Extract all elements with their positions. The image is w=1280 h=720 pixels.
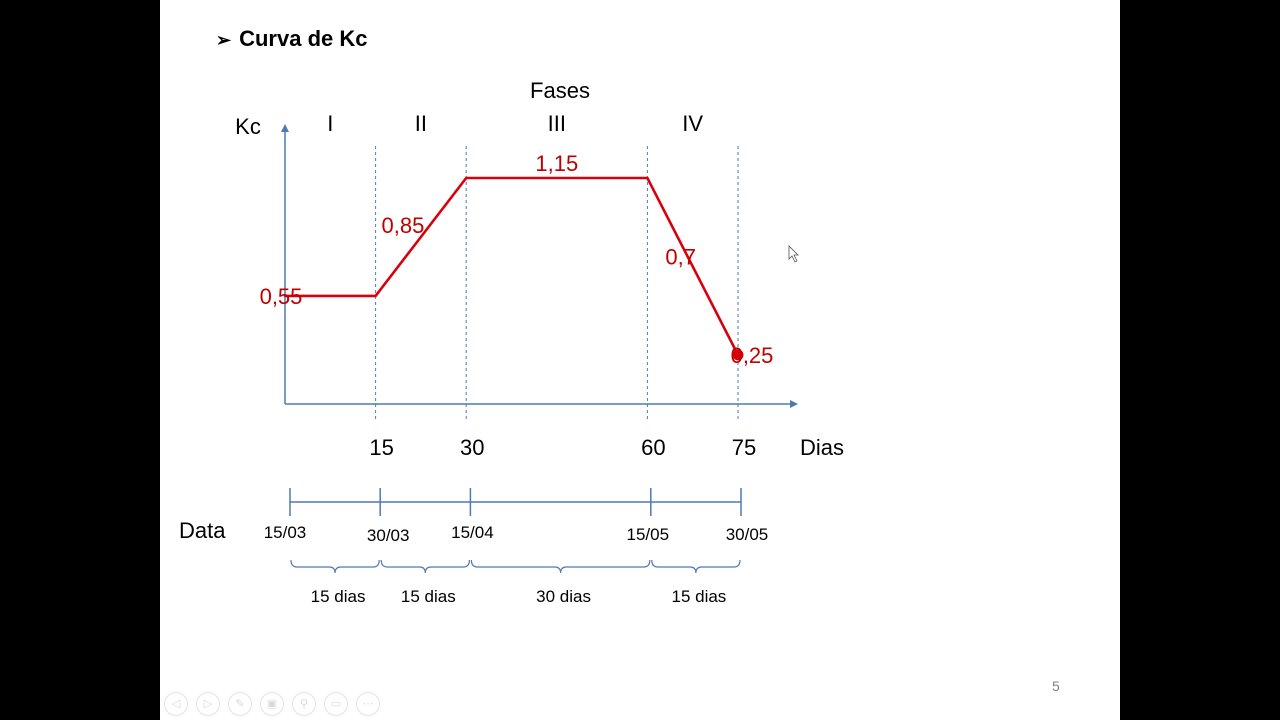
phase-label-II: II [415,111,427,136]
span-label-0: 15 dias [311,587,366,606]
phases-header: Fases [530,78,590,103]
slide-title-text: Curva de Kc [239,26,368,51]
date-axis-label: Data [179,518,226,543]
subtitles-icon[interactable]: ▭ [324,692,348,716]
x-axis-label: Dias [800,435,844,460]
span-label-3: 15 dias [671,587,726,606]
phase-label-IV: IV [682,111,703,136]
value-label-0-25: 0,25 [731,343,774,368]
value-label-0-7: 0,7 [665,244,696,269]
page-number: 5 [1052,678,1060,694]
x-tick-label-60: 60 [641,435,665,460]
date-label-15-03: 15/03 [264,523,307,542]
x-tick-label-30: 30 [460,435,484,460]
span-brace-1 [380,559,470,574]
value-label-1-15: 1,15 [535,151,578,176]
presentation-toolbar: ◁ ▷ ✎ ▣ ⚲ ▭ ⋯ [164,692,380,716]
endpoint-marker [732,349,744,361]
y-axis-label: Kc [235,114,261,139]
span-label-1: 15 dias [401,587,456,606]
phase-label-I: I [327,111,333,136]
arrow-bullet-icon: ➢ [216,30,232,50]
span-brace-0 [290,559,380,574]
date-label-15-04: 15/04 [451,523,494,542]
curve-point-2 [465,176,468,180]
next-slide-icon[interactable]: ▷ [196,692,220,716]
date-label-30-03: 30/03 [367,526,410,545]
mouse-cursor-icon [788,245,799,263]
x-tick-label-15: 15 [369,435,393,460]
more-icon[interactable]: ⋯ [356,692,380,716]
curve-point-0 [283,294,287,298]
zoom-icon[interactable]: ⚲ [292,692,316,716]
span-brace-3 [651,559,741,574]
span-label-2: 30 dias [536,587,591,606]
date-label-30-05: 30/05 [726,525,769,544]
slides-icon[interactable]: ▣ [260,692,284,716]
curve-point-3 [646,176,649,180]
x-axis-arrow-icon [790,400,798,408]
value-label-0-85: 0,85 [381,213,424,238]
span-brace-2 [470,559,651,574]
pen-icon[interactable]: ✎ [228,692,252,716]
date-label-15-05: 15/05 [627,525,670,544]
x-tick-label-75: 75 [732,435,756,460]
slide: ➢ Curva de Kc Fases Kc Dias I II III IV 15 30 60 75… [160,0,1120,720]
curve-point-1 [374,294,377,298]
value-label-0-55: 0,55 [260,284,303,309]
slide-title: ➢ Curva de Kc [216,26,367,52]
y-axis-arrow-icon [281,124,289,132]
phase-label-III: III [548,111,566,136]
prev-slide-icon[interactable]: ◁ [164,692,188,716]
